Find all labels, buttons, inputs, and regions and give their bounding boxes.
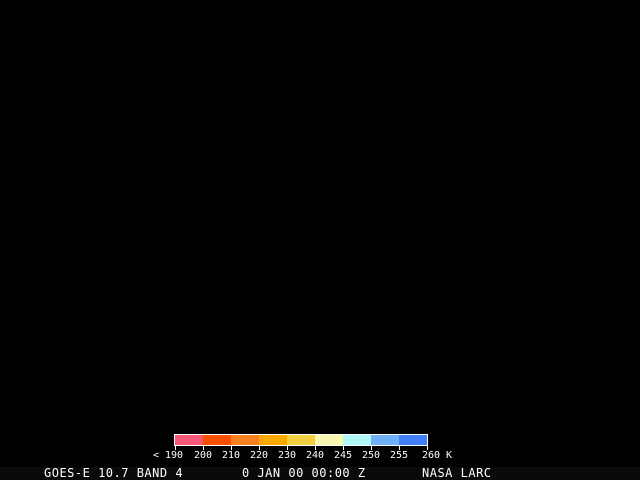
colorbar-tick: [259, 446, 260, 450]
colorbar-tick: [315, 446, 316, 450]
colorbar-label: 230: [277, 450, 297, 461]
colorbar-label: 200: [193, 450, 213, 461]
colorbar-segment: [259, 435, 287, 445]
colorbar-tick: [399, 446, 400, 450]
colorbar-label: 245: [333, 450, 353, 461]
colorbar-segment: [315, 435, 343, 445]
colorbar-segment: [203, 435, 231, 445]
colorbar-label: 240: [305, 450, 325, 461]
colorbar-tick: [427, 446, 428, 450]
colorbar-segment: [371, 435, 399, 445]
colorbar-label: 255: [389, 450, 409, 461]
satellite-image: [0, 0, 640, 430]
colorbar-label: 250: [361, 450, 381, 461]
colorbar-label: < 190: [152, 450, 184, 461]
temperature-colorbar: [174, 434, 428, 446]
colorbar-segment: [399, 435, 427, 445]
status-bar: [0, 467, 640, 480]
colorbar-tick: [343, 446, 344, 450]
satellite-label: GOES-E 10.7 BAND 4: [44, 466, 184, 480]
colorbar-label: 220: [249, 450, 269, 461]
colorbar-label: 210: [221, 450, 241, 461]
colorbar-tick: [203, 446, 204, 450]
colorbar-segment: [175, 435, 203, 445]
colorbar-tick: [287, 446, 288, 450]
credit-label: NASA LARC: [422, 466, 492, 480]
colorbar-tick: [371, 446, 372, 450]
colorbar-tick: [231, 446, 232, 450]
colorbar-label: 260 K: [421, 450, 453, 461]
colorbar-segment: [287, 435, 315, 445]
colorbar-segment: [231, 435, 259, 445]
colorbar-tick: [175, 446, 176, 450]
datetime-label: 0 JAN 00 00:00 Z: [242, 466, 366, 480]
colorbar-segment: [343, 435, 371, 445]
